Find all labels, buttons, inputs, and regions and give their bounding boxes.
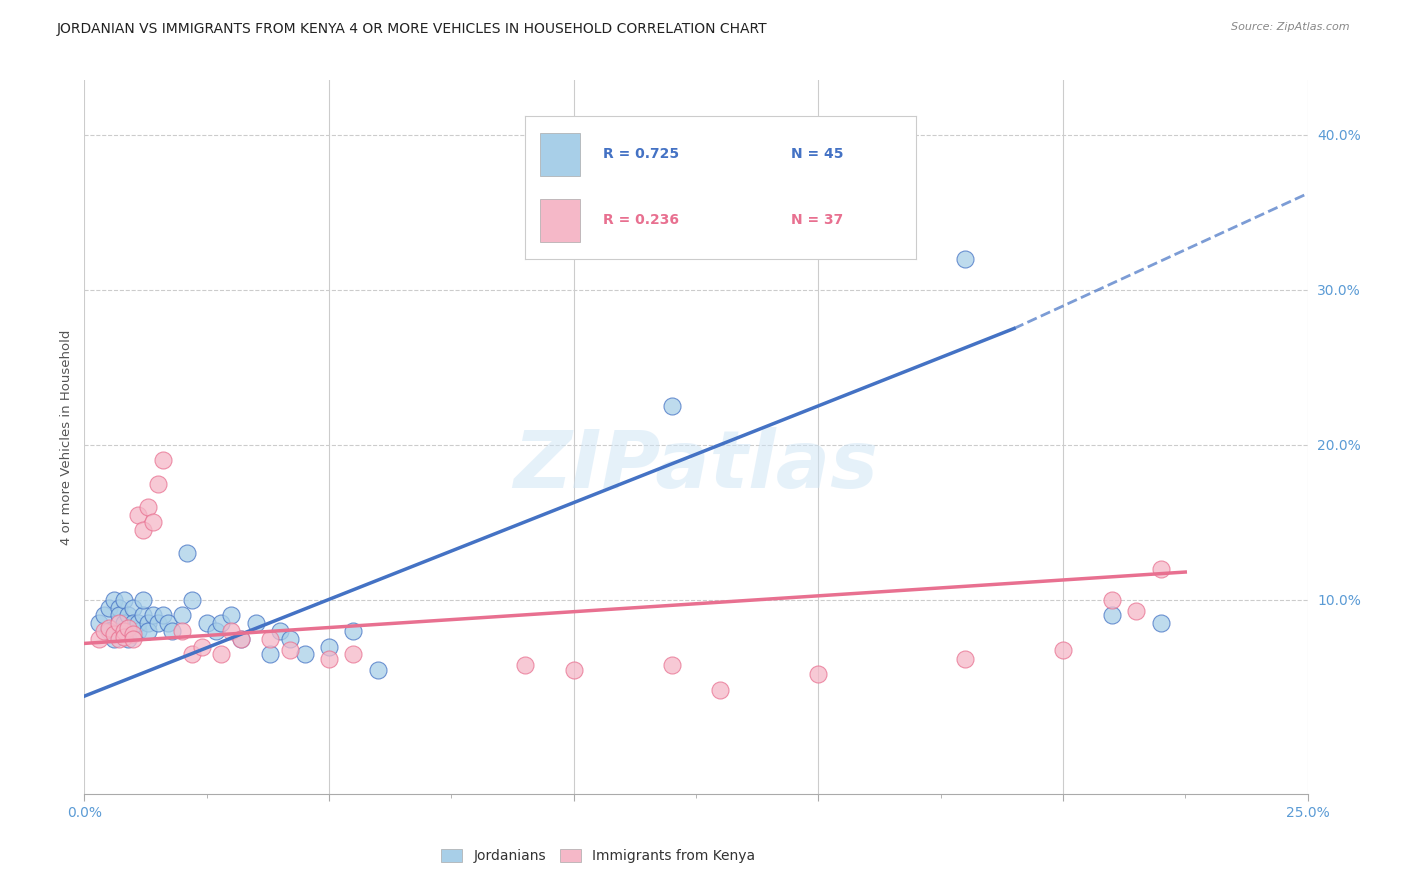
Point: [162, 624, 184, 638]
Point: [87, 632, 110, 646]
Point: [127, 624, 149, 638]
Point: [219, 624, 242, 638]
Point: [172, 624, 194, 638]
Point: [709, 682, 731, 697]
Point: [259, 632, 281, 646]
Point: [112, 593, 135, 607]
Point: [318, 652, 340, 666]
Point: [1150, 616, 1173, 631]
Point: [278, 632, 301, 646]
Point: [1052, 642, 1074, 657]
Point: [117, 632, 139, 646]
Point: [278, 642, 301, 657]
Point: [103, 627, 125, 641]
Point: [229, 632, 252, 646]
Point: [1101, 593, 1123, 607]
Point: [122, 616, 145, 631]
Point: [661, 658, 683, 673]
Point: [181, 593, 204, 607]
Point: [97, 624, 120, 638]
Point: [132, 523, 155, 537]
Point: [136, 616, 159, 631]
Point: [152, 608, 174, 623]
Point: [136, 500, 159, 514]
Point: [103, 632, 125, 646]
Point: [953, 252, 976, 266]
Point: [156, 616, 179, 631]
Point: [146, 616, 169, 631]
Point: [107, 600, 129, 615]
Point: [181, 647, 204, 661]
Point: [107, 616, 129, 631]
Point: [146, 476, 169, 491]
Point: [112, 630, 135, 644]
Point: [122, 632, 145, 646]
Point: [87, 616, 110, 631]
Point: [513, 658, 536, 673]
Point: [342, 624, 364, 638]
Point: [132, 608, 155, 623]
Point: [93, 608, 115, 623]
Point: [807, 667, 830, 681]
Point: [209, 647, 232, 661]
Point: [107, 632, 129, 646]
Point: [107, 608, 129, 623]
Point: [127, 616, 149, 631]
Point: [191, 640, 214, 654]
Text: JORDANIAN VS IMMIGRANTS FROM KENYA 4 OR MORE VEHICLES IN HOUSEHOLD CORRELATION C: JORDANIAN VS IMMIGRANTS FROM KENYA 4 OR …: [56, 22, 766, 37]
Point: [245, 616, 267, 631]
Point: [112, 624, 135, 638]
Point: [294, 647, 316, 661]
Point: [1125, 604, 1147, 618]
Point: [259, 647, 281, 661]
Point: [269, 624, 291, 638]
Point: [209, 616, 232, 631]
Point: [219, 608, 242, 623]
Point: [1101, 608, 1123, 623]
Point: [97, 621, 120, 635]
Point: [117, 621, 139, 635]
Point: [661, 399, 683, 413]
Point: [122, 600, 145, 615]
Point: [117, 608, 139, 623]
Y-axis label: 4 or more Vehicles in Household: 4 or more Vehicles in Household: [60, 329, 73, 545]
Point: [953, 652, 976, 666]
Point: [103, 593, 125, 607]
Point: [132, 593, 155, 607]
Point: [93, 624, 115, 638]
Text: Source: ZipAtlas.com: Source: ZipAtlas.com: [1232, 22, 1350, 32]
Point: [142, 608, 165, 623]
Point: [127, 508, 149, 522]
Legend: Jordanians, Immigrants from Kenya: Jordanians, Immigrants from Kenya: [436, 844, 761, 869]
Point: [136, 624, 159, 638]
Point: [195, 616, 218, 631]
Point: [112, 616, 135, 631]
Point: [562, 663, 585, 677]
Point: [367, 663, 389, 677]
Point: [205, 624, 228, 638]
Point: [342, 647, 364, 661]
Point: [176, 546, 198, 560]
Point: [1150, 562, 1173, 576]
Point: [318, 640, 340, 654]
Point: [229, 632, 252, 646]
Point: [142, 516, 165, 530]
Point: [122, 627, 145, 641]
Point: [172, 608, 194, 623]
Text: ZIPatlas: ZIPatlas: [513, 426, 879, 505]
Point: [152, 453, 174, 467]
Point: [97, 600, 120, 615]
